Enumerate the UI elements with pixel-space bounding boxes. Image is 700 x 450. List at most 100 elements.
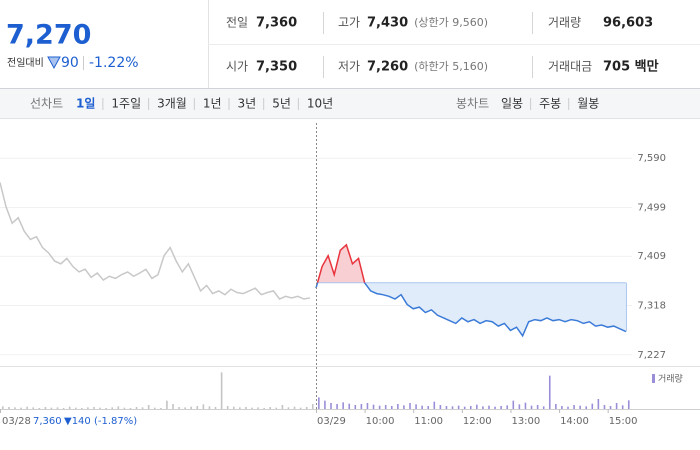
volume-bar — [512, 400, 515, 409]
volume-bar — [26, 406, 28, 409]
change-rate: -1.22% — [89, 55, 139, 71]
price-line — [0, 182, 311, 300]
volume-bar — [202, 404, 205, 409]
volume-bar — [44, 407, 47, 409]
period-tab[interactable]: 1주일 — [111, 97, 141, 111]
x-tick-label: 13:00 — [511, 416, 540, 427]
volume-bar — [299, 407, 302, 409]
volume-bar — [451, 406, 454, 409]
volume-bar — [336, 404, 338, 409]
x-tick-label: 15:00 — [609, 416, 638, 427]
volume-bar — [585, 406, 588, 409]
period-tab[interactable]: 5년 — [272, 97, 291, 111]
day-change: ▼140 (-1.87%) — [64, 416, 137, 427]
volume-bar — [38, 408, 41, 409]
summary-note: (상한가 9,560) — [414, 16, 488, 29]
volume-bar — [62, 408, 65, 409]
volume-bar — [457, 405, 460, 409]
volume-bar — [2, 406, 4, 409]
period-tab[interactable]: 1년 — [203, 97, 222, 111]
candle-tab[interactable]: 주봉 — [539, 97, 561, 111]
volume-bar — [93, 407, 95, 409]
volume-bar — [184, 407, 186, 409]
summary-value: 7,350 — [256, 60, 297, 75]
volume-bar — [305, 407, 308, 409]
volume-bar — [384, 405, 387, 409]
x-tick-label: 11:00 — [414, 416, 443, 427]
summary-value: 7,260 — [367, 60, 408, 75]
volume-bar — [445, 406, 448, 409]
summary-value: 705 백만 — [603, 59, 659, 75]
volume-bar — [178, 407, 180, 409]
tab-group-label: 봉차트 — [456, 97, 489, 111]
volume-bar — [190, 406, 193, 409]
volume-bar — [397, 404, 399, 409]
x-tick-label: 10:00 — [366, 416, 395, 427]
volume-bar — [117, 406, 120, 409]
volume-bar — [232, 406, 235, 409]
volume-bar — [172, 404, 174, 409]
chart: 7,590 7,499 7,409 7,318 7,227 거래량 03/28 03/29 10… — [0, 123, 700, 427]
x-tick-label: 03/28 — [2, 416, 31, 427]
volume-bar — [111, 407, 114, 409]
current-price: 7,270 — [6, 20, 91, 51]
volume-bar — [427, 406, 430, 409]
volume-bar — [548, 375, 551, 409]
summary-label: 시가 — [226, 60, 248, 74]
volume-bar — [603, 405, 606, 409]
y-tick-label: 7,227 — [637, 350, 666, 361]
volume-bar — [105, 408, 107, 409]
x-tick-label: 03/29 — [317, 416, 346, 427]
period-tab[interactable]: 10년 — [307, 97, 333, 111]
volume-bar — [318, 397, 320, 409]
volume-bar — [245, 407, 247, 409]
volume-bar — [141, 407, 144, 409]
y-tick-label: 7,590 — [637, 153, 666, 164]
volume-bar — [390, 406, 393, 409]
volume-bar — [239, 407, 241, 409]
volume-bar — [220, 372, 223, 409]
volume-bar — [123, 407, 126, 409]
period-tab[interactable]: 3개월 — [157, 97, 187, 111]
summary-value: 7,360 — [256, 16, 297, 31]
volume-bar — [494, 406, 496, 409]
volume-bar — [348, 403, 351, 409]
volume-bar — [99, 407, 101, 409]
period-tab[interactable]: 3년 — [238, 97, 257, 111]
volume-bar — [251, 407, 253, 409]
volume-bar — [573, 405, 575, 409]
volume-bar — [488, 405, 490, 409]
volume-bar — [627, 400, 630, 409]
volume-bar — [561, 406, 563, 409]
x-tick-label: 14:00 — [560, 416, 589, 427]
fall-line — [315, 282, 627, 338]
summary-value: 96,603 — [603, 16, 653, 31]
period-tab[interactable]: 1일 — [76, 97, 95, 111]
volume-bar — [476, 404, 478, 409]
volume-bar — [469, 406, 472, 409]
volume-bar — [609, 406, 612, 409]
candle-tab[interactable]: 일봉 — [501, 97, 523, 111]
volume-bar — [542, 406, 545, 409]
volume-bar — [287, 407, 290, 409]
volume-bar — [360, 404, 363, 409]
tab-group-label: 선차트 — [30, 97, 63, 111]
volume-bar — [506, 405, 509, 409]
y-tick-label: 7,409 — [637, 251, 666, 262]
candle-tab[interactable]: 월봉 — [577, 97, 599, 111]
volume-bar — [208, 406, 211, 409]
volume-bar — [366, 403, 369, 409]
volume-bar — [536, 405, 539, 409]
volume-bar — [372, 404, 375, 409]
summary-value: 7,430 — [367, 16, 408, 31]
summary-label: 고가 — [338, 16, 360, 30]
summary-label: 거래대금 — [548, 60, 592, 74]
volume-bar — [50, 407, 53, 409]
volume-bar — [597, 399, 600, 409]
x-tick-label: 12:00 — [463, 416, 492, 427]
y-tick-label: 7,499 — [637, 202, 666, 213]
volume-bar — [615, 403, 618, 409]
volume-bar — [32, 407, 35, 409]
volume-bar — [20, 407, 22, 409]
